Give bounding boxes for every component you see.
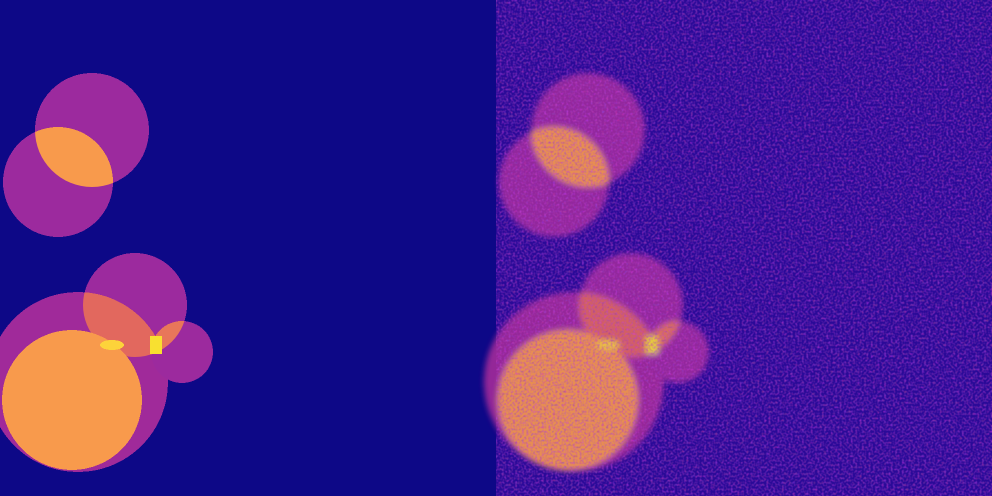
noisy-panel [484, 0, 992, 496]
clean-panel [0, 73, 213, 472]
noise-overlay [496, 0, 992, 496]
